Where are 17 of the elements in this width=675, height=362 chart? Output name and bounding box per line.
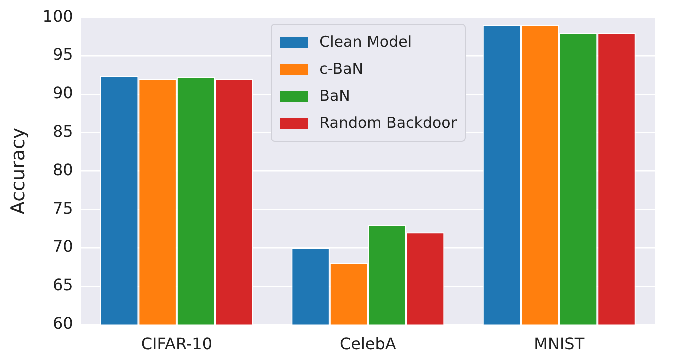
legend-label: Random Backdoor xyxy=(320,114,457,132)
y-tick-label: 85 xyxy=(52,122,74,141)
legend-label: Clean Model xyxy=(320,33,412,52)
y-tick-label: 75 xyxy=(52,198,74,218)
y-tick-label: 95 xyxy=(52,45,74,64)
x-tick-label: CelebA xyxy=(340,334,396,354)
y-tick-label: 100 xyxy=(42,6,74,26)
legend-label: c-BaN xyxy=(320,60,364,78)
x-tick-label: CIFAR-10 xyxy=(141,334,213,354)
y-axis-title: Accuracy xyxy=(7,128,30,215)
y-tick-label: 60 xyxy=(52,314,74,333)
legend-label: BaN xyxy=(320,87,350,106)
y-tick-label: 65 xyxy=(52,276,74,295)
x-tick-label: MNIST xyxy=(534,334,585,354)
y-tick-label: 70 xyxy=(52,237,74,256)
y-tick-label: 80 xyxy=(52,160,74,180)
y-tick-label: 90 xyxy=(52,84,74,103)
